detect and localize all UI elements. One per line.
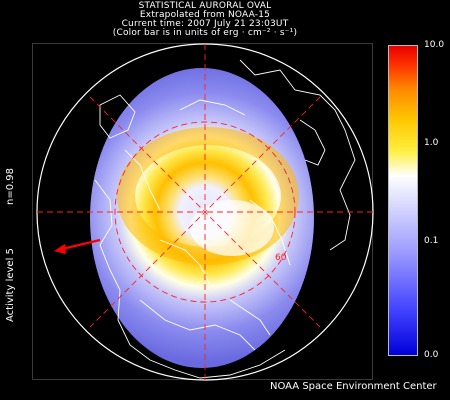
colorbar-tick-0-1: 0.1 xyxy=(424,236,439,246)
colorbar-tick-0: 0.0 xyxy=(424,350,439,360)
sun-direction-arrow xyxy=(54,238,101,254)
title-line-3: Current time: 2007 July 21 23:03UT xyxy=(121,19,289,29)
polar-cap xyxy=(190,200,274,256)
title-line-2: Extrapolated from NOAA-15 xyxy=(139,10,271,20)
credit-label: NOAA Space Environment Center xyxy=(270,381,437,392)
activity-level-label: Activity level 5 xyxy=(5,248,16,322)
n-value-label: n=0.98 xyxy=(5,168,16,205)
auroral-oval-band xyxy=(117,127,299,265)
latitude-label: 60 xyxy=(275,253,287,263)
title-line-1: STATISTICAL AURORAL OVAL xyxy=(138,1,272,11)
colorbar-tick-10: 10.0 xyxy=(424,40,445,50)
grid-lines xyxy=(37,44,373,380)
title-line-4: (Color bar is in units of erg · cm⁻² · s… xyxy=(112,28,298,38)
coastlines xyxy=(94,59,356,379)
colorbar-tick-1: 1.0 xyxy=(424,138,439,148)
color-bar xyxy=(388,45,418,356)
